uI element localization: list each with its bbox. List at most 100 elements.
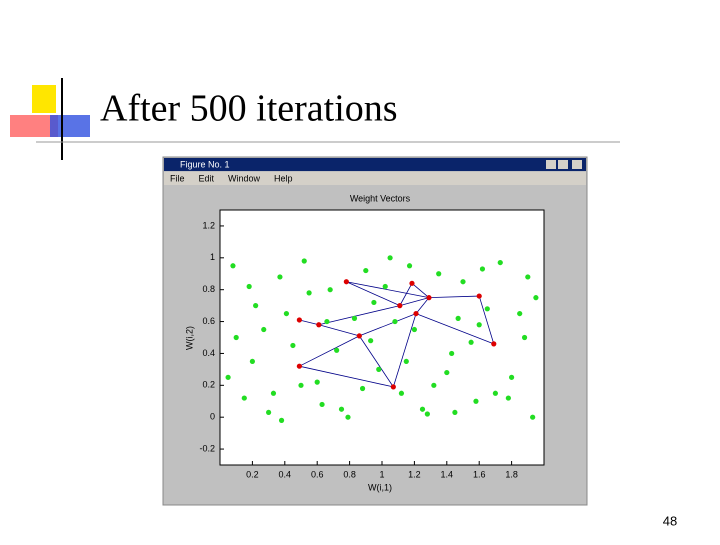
y-tick-label: 1: [210, 252, 215, 262]
menu-item[interactable]: Window: [228, 173, 261, 183]
weight-link: [299, 335, 360, 367]
deco-blue: [50, 115, 90, 137]
y-tick-label: 0.2: [202, 380, 215, 390]
point: [261, 326, 267, 333]
point: [397, 303, 403, 309]
point: [359, 385, 366, 392]
point: [356, 333, 362, 339]
point: [403, 358, 409, 365]
point: [306, 290, 312, 296]
point: [413, 310, 419, 317]
y-tick-label: -0.2: [199, 443, 215, 453]
point: [277, 274, 283, 280]
point: [449, 350, 455, 357]
point: [436, 271, 442, 277]
x-tick-label: 1.2: [408, 469, 421, 479]
x-tick-label: 1.6: [473, 469, 486, 479]
maximize-button[interactable]: [558, 160, 568, 169]
weight-link: [318, 324, 360, 337]
point: [241, 395, 247, 401]
point: [233, 334, 239, 341]
point: [409, 280, 415, 286]
point: [533, 295, 539, 301]
point: [491, 341, 497, 347]
weight-link: [415, 297, 430, 314]
window-title: Figure No. 1: [180, 159, 230, 169]
point: [392, 318, 398, 325]
point: [460, 279, 466, 285]
weight-link: [318, 305, 400, 326]
title-bar: [164, 158, 586, 171]
point: [368, 338, 374, 344]
point: [473, 398, 479, 404]
point: [345, 414, 351, 420]
x-tick-label: 0.2: [246, 469, 259, 479]
y-tick-label: 1.2: [202, 220, 215, 230]
point: [253, 303, 259, 309]
deco-red: [10, 115, 58, 137]
close-button[interactable]: [572, 160, 582, 169]
menu-item[interactable]: Edit: [199, 173, 215, 183]
weight-link: [478, 295, 495, 344]
x-tick-label: 1.4: [441, 469, 454, 479]
point: [517, 310, 523, 317]
x-axis-label: W(i,1): [368, 482, 392, 492]
weight-link: [359, 313, 417, 337]
point: [283, 310, 290, 317]
point: [411, 326, 417, 333]
point: [479, 266, 486, 272]
menu-item[interactable]: File: [170, 173, 185, 183]
point: [521, 334, 528, 341]
menu-item[interactable]: Help: [274, 173, 293, 183]
point: [316, 322, 322, 328]
point: [290, 342, 296, 349]
point: [398, 390, 405, 396]
point: [468, 339, 474, 345]
point: [530, 414, 536, 420]
menu-bar: [164, 172, 586, 185]
point: [230, 263, 236, 269]
weight-link: [428, 295, 480, 299]
point: [319, 401, 325, 408]
point: [390, 384, 396, 390]
point: [314, 379, 320, 385]
point: [324, 318, 330, 325]
point: [301, 258, 307, 264]
point: [338, 406, 345, 412]
x-tick-label: 0.6: [311, 469, 324, 479]
minimize-button[interactable]: [546, 160, 556, 169]
weight-link: [346, 281, 430, 299]
point: [246, 283, 252, 290]
point: [296, 317, 302, 323]
point: [249, 358, 255, 365]
point: [327, 287, 333, 293]
point: [266, 409, 272, 416]
point: [476, 293, 482, 299]
weight-link: [392, 313, 417, 388]
y-axis-label: W(i,2): [184, 326, 194, 350]
chart-title: Weight Vectors: [350, 193, 411, 203]
point: [351, 315, 358, 321]
point: [371, 299, 377, 306]
point: [363, 267, 369, 274]
point: [431, 382, 437, 388]
weight-link: [399, 283, 413, 306]
x-tick-label: 1: [379, 469, 384, 479]
point: [444, 369, 450, 376]
point: [424, 411, 430, 417]
page-number: 48: [663, 513, 677, 528]
weight-link: [415, 313, 494, 345]
y-tick-label: 0.4: [202, 348, 215, 358]
point: [298, 382, 304, 388]
point: [497, 259, 503, 266]
point: [426, 295, 432, 301]
deco-yellow: [32, 85, 56, 113]
point: [484, 306, 490, 312]
y-tick-label: 0: [210, 412, 215, 422]
point: [296, 363, 302, 369]
point: [387, 255, 393, 261]
point: [476, 322, 482, 328]
x-tick-label: 0.8: [343, 469, 356, 479]
point: [419, 406, 426, 412]
